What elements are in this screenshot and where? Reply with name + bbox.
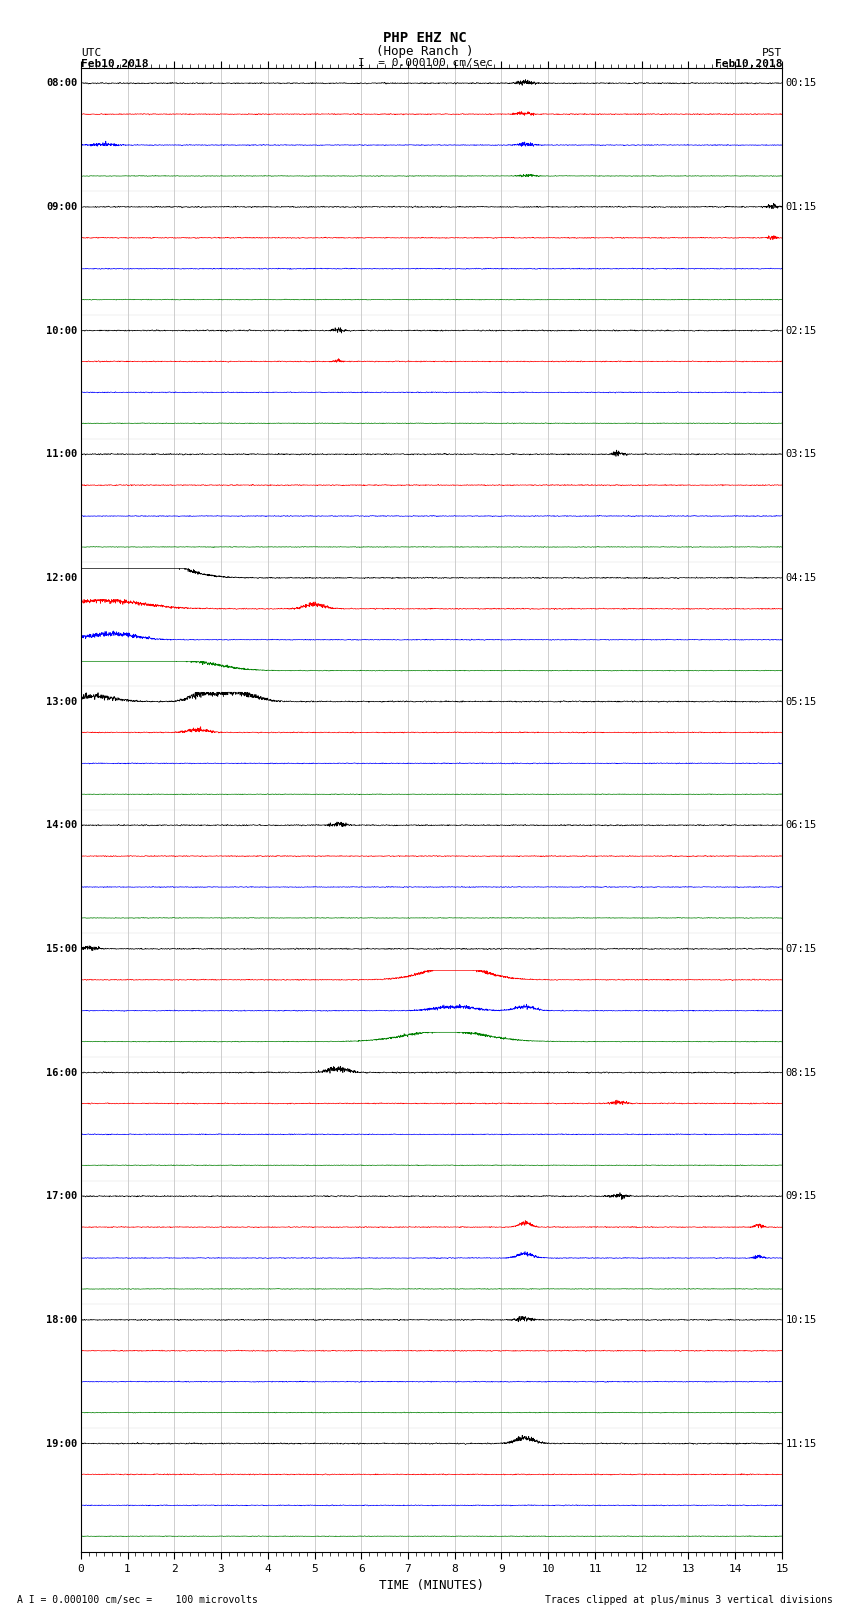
Text: Feb10,2018: Feb10,2018 [715,60,782,69]
Text: A I = 0.000100 cm/sec =    100 microvolts: A I = 0.000100 cm/sec = 100 microvolts [17,1595,258,1605]
Text: 10:00: 10:00 [46,326,77,336]
Text: 08:15: 08:15 [785,1068,817,1077]
Text: PST: PST [762,48,782,58]
Text: 13:00: 13:00 [46,697,77,706]
Text: 17:00: 17:00 [46,1190,77,1202]
Text: 14:00: 14:00 [46,819,77,831]
Text: 02:15: 02:15 [785,326,817,336]
Text: 10:15: 10:15 [785,1315,817,1324]
Text: UTC: UTC [81,48,101,58]
Text: 01:15: 01:15 [785,202,817,211]
Text: Traces clipped at plus/minus 3 vertical divisions: Traces clipped at plus/minus 3 vertical … [545,1595,833,1605]
Text: 18:00: 18:00 [46,1315,77,1324]
X-axis label: TIME (MINUTES): TIME (MINUTES) [379,1579,484,1592]
Text: Feb10,2018: Feb10,2018 [81,60,148,69]
Text: (Hope Ranch ): (Hope Ranch ) [377,45,473,58]
Text: 05:15: 05:15 [785,697,817,706]
Text: 12:00: 12:00 [46,573,77,582]
Text: 11:15: 11:15 [785,1439,817,1448]
Text: 09:15: 09:15 [785,1190,817,1202]
Text: 06:15: 06:15 [785,819,817,831]
Text: PHP EHZ NC: PHP EHZ NC [383,31,467,45]
Text: 09:00: 09:00 [46,202,77,211]
Text: 16:00: 16:00 [46,1068,77,1077]
Text: 03:15: 03:15 [785,448,817,460]
Text: I  = 0.000100 cm/sec: I = 0.000100 cm/sec [358,58,492,68]
Text: 04:15: 04:15 [785,573,817,582]
Text: 11:00: 11:00 [46,448,77,460]
Text: 19:00: 19:00 [46,1439,77,1448]
Text: 15:00: 15:00 [46,944,77,953]
Text: 00:15: 00:15 [785,77,817,89]
Text: 08:00: 08:00 [46,77,77,89]
Text: 07:15: 07:15 [785,944,817,953]
